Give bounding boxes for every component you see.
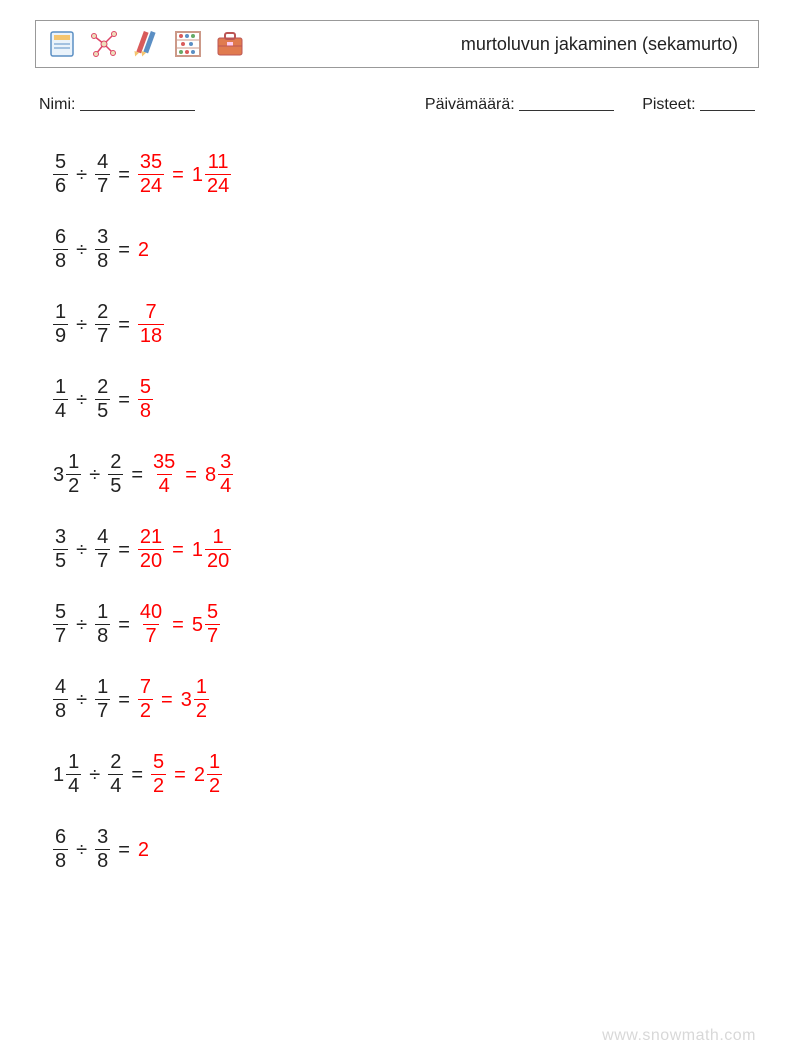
fraction: 27 (95, 302, 110, 347)
molecule-icon (88, 28, 120, 60)
fraction: 56 (53, 152, 68, 197)
problem-row: 56÷47=3524=11124 (53, 152, 759, 197)
fraction: 18 (95, 602, 110, 647)
operator: ÷ (68, 690, 95, 710)
operator: ÷ (81, 765, 108, 785)
score-field: Pisteet: (642, 96, 755, 114)
problem-row: 68÷38=2 (53, 827, 759, 872)
mixed-number: 114 (53, 752, 81, 797)
fraction: 68 (53, 827, 68, 872)
info-row: Nimi: Päivämäärä: Pisteet: (35, 96, 759, 114)
operator: ÷ (68, 540, 95, 560)
fraction: 25 (95, 377, 110, 422)
equals: = (110, 540, 138, 560)
briefcase-icon (214, 28, 246, 60)
fraction: 17 (95, 677, 110, 722)
equals: = (110, 840, 138, 860)
problem-row: 14÷25=58 (53, 377, 759, 422)
equals: = (123, 765, 151, 785)
problem-row: 19÷27=718 (53, 302, 759, 347)
operator: ÷ (68, 615, 95, 635)
operator: ÷ (68, 390, 95, 410)
operator: ÷ (68, 240, 95, 260)
equals: = (110, 615, 138, 635)
header-box: murtoluvun jakaminen (sekamurto) (35, 20, 759, 68)
name-label: Nimi: (39, 96, 75, 113)
date-label: Päivämäärä: (425, 96, 515, 113)
mixed-number: 11124 (192, 152, 231, 197)
fraction: 47 (95, 152, 110, 197)
whole-number: 2 (138, 240, 149, 260)
abacus-icon (172, 28, 204, 60)
equals: = (153, 690, 181, 710)
operator: ÷ (81, 465, 108, 485)
fraction: 38 (95, 827, 110, 872)
operator: ÷ (68, 315, 95, 335)
problems-list: 56÷47=3524=1112468÷38=219÷27=71814÷25=58… (35, 152, 759, 872)
operator: ÷ (68, 840, 95, 860)
date-field: Päivämäärä: (425, 96, 614, 114)
score-label: Pisteet: (642, 96, 695, 113)
equals: = (166, 765, 194, 785)
equals: = (177, 465, 205, 485)
equals: = (164, 540, 192, 560)
equals: = (110, 165, 138, 185)
mixed-number: 312 (181, 677, 209, 722)
problem-row: 48÷17=72=312 (53, 677, 759, 722)
mixed-number: 212 (194, 752, 222, 797)
date-line (519, 110, 614, 111)
fraction: 354 (151, 452, 177, 497)
header-icons (46, 28, 246, 60)
fraction: 25 (108, 452, 123, 497)
book-icon (46, 28, 78, 60)
pencils-icon (130, 28, 162, 60)
fraction: 72 (138, 677, 153, 722)
mixed-number: 1120 (192, 527, 231, 572)
whole-number: 2 (138, 840, 149, 860)
fraction: 48 (53, 677, 68, 722)
problem-row: 68÷38=2 (53, 227, 759, 272)
equals: = (110, 690, 138, 710)
equals: = (110, 315, 138, 335)
fraction: 24 (108, 752, 123, 797)
name-field: Nimi: (39, 96, 195, 114)
equals: = (110, 240, 138, 260)
score-line (700, 110, 755, 111)
mixed-number: 557 (192, 602, 220, 647)
fraction: 52 (151, 752, 166, 797)
fraction: 19 (53, 302, 68, 347)
fraction: 2120 (138, 527, 164, 572)
operator: ÷ (68, 165, 95, 185)
fraction: 38 (95, 227, 110, 272)
equals: = (123, 465, 151, 485)
name-line (80, 110, 195, 111)
problem-row: 312÷25=354=834 (53, 452, 759, 497)
equals: = (110, 390, 138, 410)
equals: = (164, 165, 192, 185)
fraction: 14 (53, 377, 68, 422)
problem-row: 35÷47=2120=1120 (53, 527, 759, 572)
equals: = (164, 615, 192, 635)
mixed-number: 312 (53, 452, 81, 497)
watermark: www.snowmath.com (602, 1027, 756, 1045)
fraction: 58 (138, 377, 153, 422)
fraction: 3524 (138, 152, 164, 197)
fraction: 68 (53, 227, 68, 272)
mixed-number: 834 (205, 452, 233, 497)
fraction: 718 (138, 302, 164, 347)
worksheet-title: murtoluvun jakaminen (sekamurto) (461, 34, 748, 55)
problem-row: 57÷18=407=557 (53, 602, 759, 647)
fraction: 407 (138, 602, 164, 647)
problem-row: 114÷24=52=212 (53, 752, 759, 797)
fraction: 47 (95, 527, 110, 572)
fraction: 57 (53, 602, 68, 647)
fraction: 35 (53, 527, 68, 572)
